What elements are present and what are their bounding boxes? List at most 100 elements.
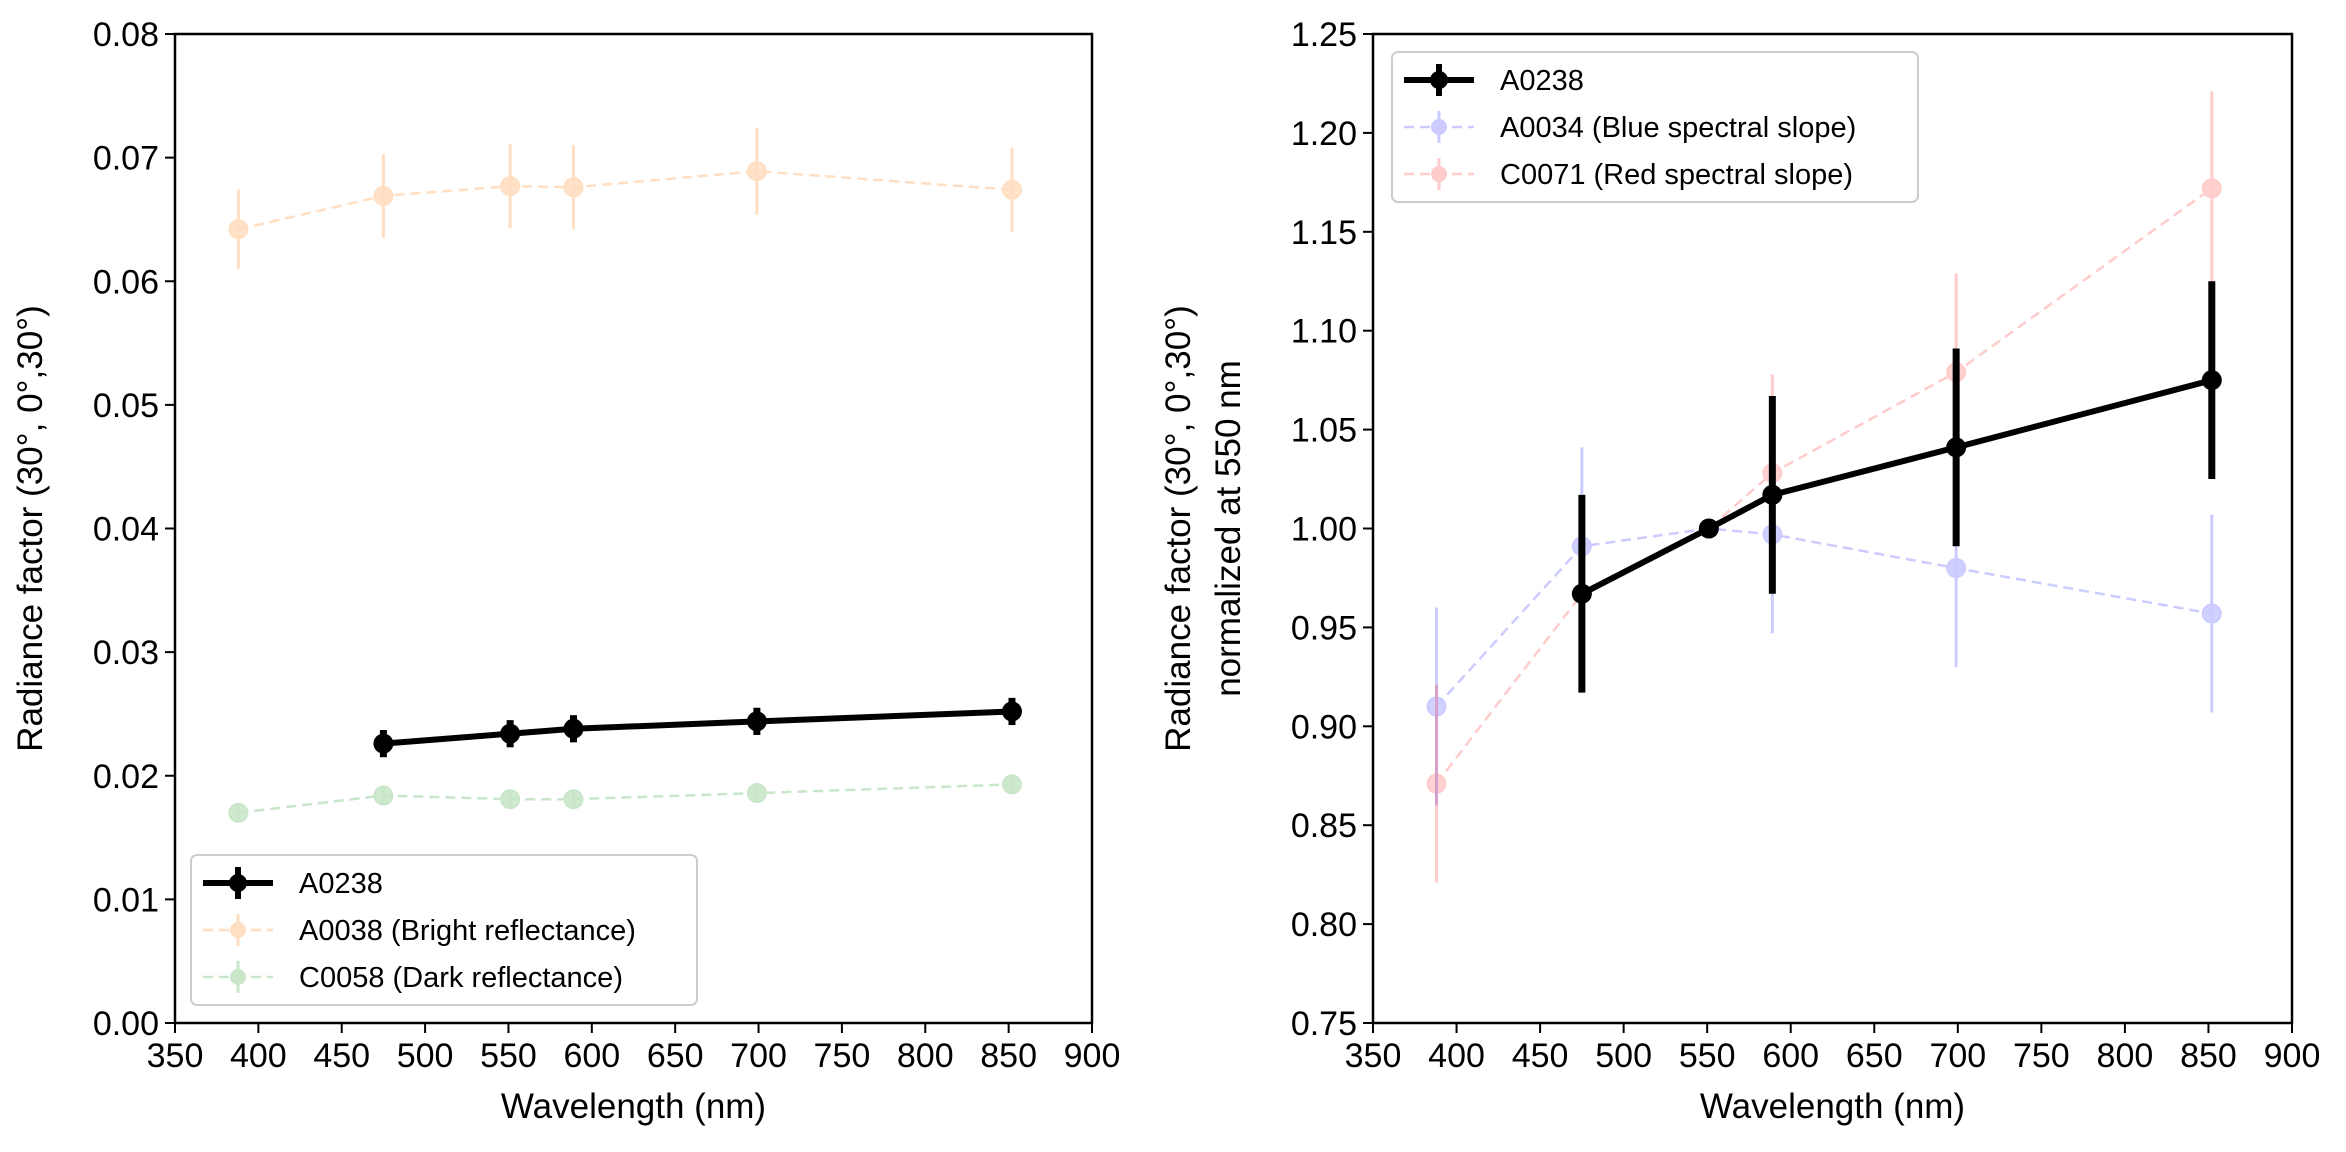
series-a0038 xyxy=(228,127,1022,269)
x-tick-label: 900 xyxy=(2264,1037,2321,1075)
series-c0058 xyxy=(228,774,1022,823)
x-tick-label: 550 xyxy=(480,1037,537,1075)
data-point xyxy=(563,718,584,739)
x-tick-label: 800 xyxy=(2097,1037,2154,1075)
series-line xyxy=(1580,377,2213,597)
legend-swatch xyxy=(203,914,273,946)
x-tick-label: 450 xyxy=(313,1037,370,1075)
x-tick-label: 550 xyxy=(1679,1037,1736,1075)
data-point xyxy=(746,161,767,182)
y-axis-label: Radiance factor (30°, 0°,30°) xyxy=(11,305,50,752)
legend-frame xyxy=(1391,51,1919,203)
x-tick-label: 350 xyxy=(147,1037,204,1075)
series-line xyxy=(238,169,1013,231)
y-tick-label: 0.90 xyxy=(1291,708,1357,746)
legend-frame xyxy=(190,854,698,1006)
x-tick-label: 650 xyxy=(1846,1037,1903,1075)
y-tick-label: 0.00 xyxy=(93,1005,159,1043)
data-point xyxy=(1426,696,1447,717)
y-tick-label: 1.05 xyxy=(1291,412,1357,450)
data-point xyxy=(2201,370,2222,391)
data-point xyxy=(373,185,394,206)
legend-swatch xyxy=(203,867,273,899)
data-point xyxy=(563,789,584,810)
y-tick-label: 0.85 xyxy=(1291,807,1357,845)
data-point xyxy=(1001,701,1022,722)
x-tick-label: 700 xyxy=(1929,1037,1986,1075)
legend-marker xyxy=(230,969,246,985)
x-tick-label: 600 xyxy=(1762,1037,1819,1075)
data-point xyxy=(500,789,521,810)
legend-swatch xyxy=(1404,111,1474,143)
data-point xyxy=(1762,484,1783,505)
series-line xyxy=(1435,527,2213,708)
y-tick-label: 0.75 xyxy=(1291,1005,1357,1043)
legend-marker xyxy=(1431,166,1447,182)
y-tick-label: 1.15 xyxy=(1291,214,1357,252)
y-tick-label: 0.95 xyxy=(1291,609,1357,647)
y-tick-label: 1.00 xyxy=(1291,511,1357,549)
legend: A0238 A0034 (Blue spectral slope) C0071 (R… xyxy=(1391,51,1919,203)
y-axis-label: Radiance factor (30°, 0°,30°) xyxy=(1159,305,1198,752)
data-point xyxy=(500,723,521,744)
x-tick-label: 500 xyxy=(397,1037,454,1075)
y-tick-label: 0.01 xyxy=(93,881,159,919)
x-axis-label: Wavelength (nm) xyxy=(1700,1087,1965,1126)
legend-marker xyxy=(1431,119,1447,135)
legend-marker xyxy=(229,874,247,892)
legend-label: C0058 (Dark reflectance) xyxy=(299,962,623,994)
x-tick-label: 750 xyxy=(2013,1037,2070,1075)
data-point xyxy=(2201,603,2222,624)
y-tick-label: 1.20 xyxy=(1291,115,1357,153)
chart-normalized-radiance-factor: 350 400 450 500 550 600 650 700 750 800 850 900 0.75… xyxy=(1159,16,2320,1126)
x-tick-label: 700 xyxy=(730,1037,787,1075)
x-tick-label: 400 xyxy=(230,1037,287,1075)
legend: A0238 A0038 (Bright reflectance) C0058 (Da… xyxy=(190,854,698,1006)
legend-swatch xyxy=(1404,64,1474,96)
data-point xyxy=(1426,773,1447,794)
series-line xyxy=(383,708,1013,747)
series-c0071 xyxy=(1426,91,2222,883)
data-point xyxy=(563,177,584,198)
x-tick-label: 850 xyxy=(980,1037,1037,1075)
legend-swatch xyxy=(1404,158,1474,190)
y-tick-label: 0.04 xyxy=(93,511,159,549)
x-axis-label: Wavelength (nm) xyxy=(501,1087,766,1126)
x-tick-label: 400 xyxy=(1428,1037,1485,1075)
chart-radiance-factor: 350 400 450 500 550 600 650 700 750 800 850 900 0.00… xyxy=(11,16,1120,1126)
series-a0034 xyxy=(1426,435,2222,806)
y-tick-label: 0.06 xyxy=(93,263,159,301)
x-tick-label: 750 xyxy=(814,1037,871,1075)
data-point xyxy=(228,219,249,240)
x-tick-label: 850 xyxy=(2180,1037,2237,1075)
data-point xyxy=(373,785,394,806)
legend-label: C0071 (Red spectral slope) xyxy=(1500,159,1853,191)
data-point xyxy=(228,802,249,823)
series-a0238 xyxy=(1571,281,2222,693)
legend-marker xyxy=(230,922,246,938)
series-line xyxy=(1435,187,2213,785)
y-axis-label-line2: normalized at 550 nm xyxy=(1209,360,1248,697)
x-tick-label: 650 xyxy=(647,1037,704,1075)
x-tick-label: 500 xyxy=(1595,1037,1652,1075)
legend-swatch xyxy=(203,961,273,993)
x-tick-label: 900 xyxy=(1064,1037,1121,1075)
legend-label: A0034 (Blue spectral slope) xyxy=(1500,112,1856,144)
data-point xyxy=(746,783,767,804)
data-point xyxy=(500,176,521,197)
y-tick-label: 0.80 xyxy=(1291,906,1357,944)
y-tick-label: 0.08 xyxy=(93,16,159,54)
x-tick-label: 600 xyxy=(563,1037,620,1075)
data-point xyxy=(1001,179,1022,200)
data-point xyxy=(2201,178,2222,199)
series-a0238 xyxy=(373,697,1022,758)
y-tick-label: 1.25 xyxy=(1291,16,1357,54)
data-point xyxy=(373,733,394,754)
x-tick-label: 350 xyxy=(1345,1037,1402,1075)
x-tick-label: 450 xyxy=(1512,1037,1569,1075)
y-tick-label: 0.02 xyxy=(93,758,159,796)
legend-label: A0238 xyxy=(299,868,383,900)
x-tick-label: 800 xyxy=(897,1037,954,1075)
legend-marker xyxy=(1430,71,1448,89)
data-point xyxy=(1698,518,1719,539)
